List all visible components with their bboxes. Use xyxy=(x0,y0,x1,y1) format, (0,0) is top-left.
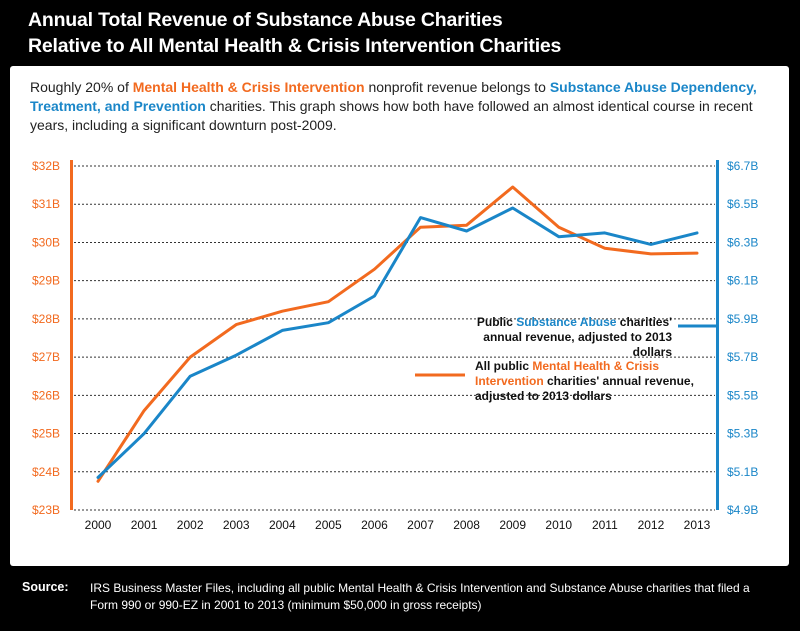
series-layer xyxy=(96,185,699,483)
intro-highlight-mental-health: Mental Health & Crisis Intervention xyxy=(132,79,365,95)
right-tick-label: $6.7B xyxy=(727,159,758,173)
intro-part-1: Roughly 20% of xyxy=(30,79,133,95)
chart-title-line-2: Relative to All Mental Health & Crisis I… xyxy=(28,35,562,57)
x-tick-label: 2007 xyxy=(407,518,434,532)
left-tick-label: $23B xyxy=(32,503,60,517)
line-chart: $23B $4.9B $24B $5.1B $25B $5.3B $26B $5.5B $27B… xyxy=(32,159,758,532)
left-tick-label: $30B xyxy=(32,235,60,249)
intro-part-2: nonprofit revenue belongs to xyxy=(364,79,550,95)
legend-substance-abuse: Public Substance Abuse charities' annual… xyxy=(457,315,672,360)
left-tick-label: $29B xyxy=(32,274,60,288)
x-tick-label: 2003 xyxy=(223,518,250,532)
x-tick-label: 2000 xyxy=(85,518,112,532)
right-tick-label: $4.9B xyxy=(727,503,758,517)
legend-orange-post: charities' annual revenue, adjusted to 2… xyxy=(475,374,694,403)
left-tick-label: $25B xyxy=(32,427,60,441)
header: Annual Total Revenue of Substance Abuse … xyxy=(0,0,800,66)
grid-layer xyxy=(74,165,715,511)
right-tick-label: $5.9B xyxy=(727,312,758,326)
left-tick-label: $27B xyxy=(32,350,60,364)
right-tick-label: $5.7B xyxy=(727,350,758,364)
substance-abuse-series-line xyxy=(96,206,699,479)
right-tick-label: $6.3B xyxy=(727,235,758,249)
x-tick-label: 2005 xyxy=(315,518,342,532)
intro-highlight-substance-abuse: Substance Abuse Dependency, Treatment, a… xyxy=(30,79,757,114)
source-label: Source: xyxy=(22,580,69,594)
x-tick-label: 2004 xyxy=(269,518,296,532)
right-axis-bar xyxy=(716,160,719,510)
legend-blue-pre: Public xyxy=(476,315,517,329)
left-axis-bar xyxy=(70,160,73,510)
left-tick-label: $24B xyxy=(32,465,60,479)
legend-mental-health: All public Mental Health & Crisis Interv… xyxy=(475,359,710,404)
x-tick-label: 2001 xyxy=(131,518,158,532)
intro-part-3: charities. This graph shows how both hav… xyxy=(30,98,753,133)
left-tick-label: $32B xyxy=(32,159,60,173)
legend-lines xyxy=(415,324,716,377)
left-tick-label: $31B xyxy=(32,197,60,211)
chart-title-line-1: Annual Total Revenue of Substance Abuse … xyxy=(28,9,503,31)
x-tick-label: 2013 xyxy=(684,518,711,532)
legend-orange-highlight: Mental Health & Crisis Intervention xyxy=(475,359,660,388)
x-tick-label: 2002 xyxy=(177,518,204,532)
intro-text: Roughly 20% of Mental Health & Crisis In… xyxy=(30,78,775,135)
legend-blue-post: charities' annual revenue, adjusted to 2… xyxy=(483,315,672,359)
x-tick-label: 2008 xyxy=(453,518,480,532)
right-tick-label: $5.5B xyxy=(727,388,758,402)
right-tick-label: $6.5B xyxy=(727,197,758,211)
chart-panel: Roughly 20% of Mental Health & Crisis In… xyxy=(10,66,789,566)
left-tick-label: $26B xyxy=(32,388,60,402)
legend-orange-pre: All public xyxy=(475,359,533,373)
mental-health-series-line xyxy=(96,185,699,483)
footer: Source: IRS Business Master Files, inclu… xyxy=(0,566,800,631)
legend-blue-highlight: Substance Abuse xyxy=(516,315,617,329)
x-tick-label: 2010 xyxy=(545,518,572,532)
source-text: IRS Business Master Files, including all… xyxy=(90,581,750,612)
axis-layer: $23B $4.9B $24B $5.1B $25B $5.3B $26B $5.5B $27B… xyxy=(32,159,758,532)
right-tick-label: $5.3B xyxy=(727,427,758,441)
x-tick-label: 2006 xyxy=(361,518,388,532)
right-tick-label: $5.1B xyxy=(727,465,758,479)
right-tick-label: $6.1B xyxy=(727,274,758,288)
x-tick-label: 2011 xyxy=(592,518,618,532)
x-tick-label: 2012 xyxy=(638,518,665,532)
left-tick-label: $28B xyxy=(32,312,60,326)
x-tick-label: 2009 xyxy=(499,518,526,532)
